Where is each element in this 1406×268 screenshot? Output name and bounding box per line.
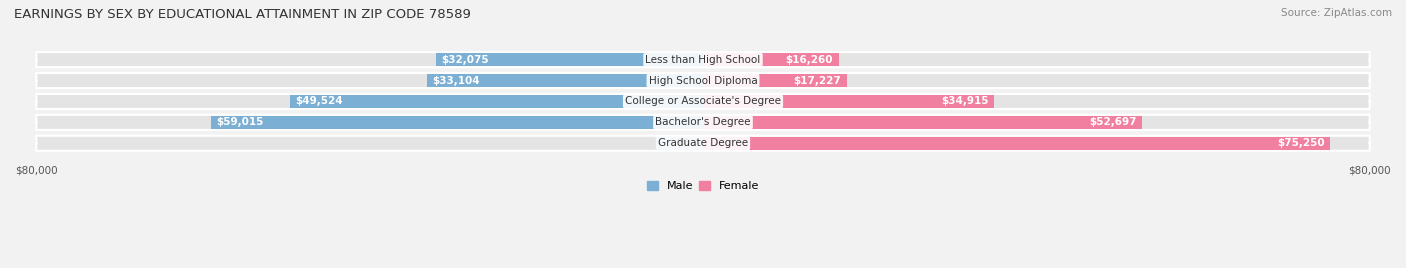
- Text: $75,250: $75,250: [1277, 138, 1324, 148]
- FancyBboxPatch shape: [37, 52, 1369, 67]
- Text: $52,697: $52,697: [1090, 117, 1137, 127]
- Text: High School Diploma: High School Diploma: [648, 76, 758, 85]
- Bar: [703, 116, 1142, 129]
- Bar: [211, 116, 703, 129]
- FancyBboxPatch shape: [37, 136, 1369, 151]
- Text: $0: $0: [675, 138, 690, 148]
- Bar: [290, 95, 703, 108]
- Text: College or Associate's Degree: College or Associate's Degree: [626, 96, 780, 106]
- Text: $16,260: $16,260: [786, 55, 834, 65]
- Text: $59,015: $59,015: [217, 117, 264, 127]
- Text: $49,524: $49,524: [295, 96, 343, 106]
- Bar: [703, 137, 1330, 150]
- FancyBboxPatch shape: [37, 94, 1369, 109]
- Text: $32,075: $32,075: [441, 55, 489, 65]
- Text: $17,227: $17,227: [793, 76, 841, 85]
- Text: Source: ZipAtlas.com: Source: ZipAtlas.com: [1281, 8, 1392, 18]
- Bar: [657, 137, 703, 150]
- FancyBboxPatch shape: [37, 73, 1369, 88]
- Legend: Male, Female: Male, Female: [643, 177, 763, 196]
- Text: $34,915: $34,915: [941, 96, 988, 106]
- Bar: [703, 95, 994, 108]
- Text: EARNINGS BY SEX BY EDUCATIONAL ATTAINMENT IN ZIP CODE 78589: EARNINGS BY SEX BY EDUCATIONAL ATTAINMEN…: [14, 8, 471, 21]
- Text: Graduate Degree: Graduate Degree: [658, 138, 748, 148]
- Bar: [427, 74, 703, 87]
- Bar: [703, 74, 846, 87]
- Text: $33,104: $33,104: [433, 76, 479, 85]
- Text: Bachelor's Degree: Bachelor's Degree: [655, 117, 751, 127]
- Bar: [703, 53, 838, 66]
- FancyBboxPatch shape: [37, 115, 1369, 130]
- Bar: [436, 53, 703, 66]
- Text: Less than High School: Less than High School: [645, 55, 761, 65]
